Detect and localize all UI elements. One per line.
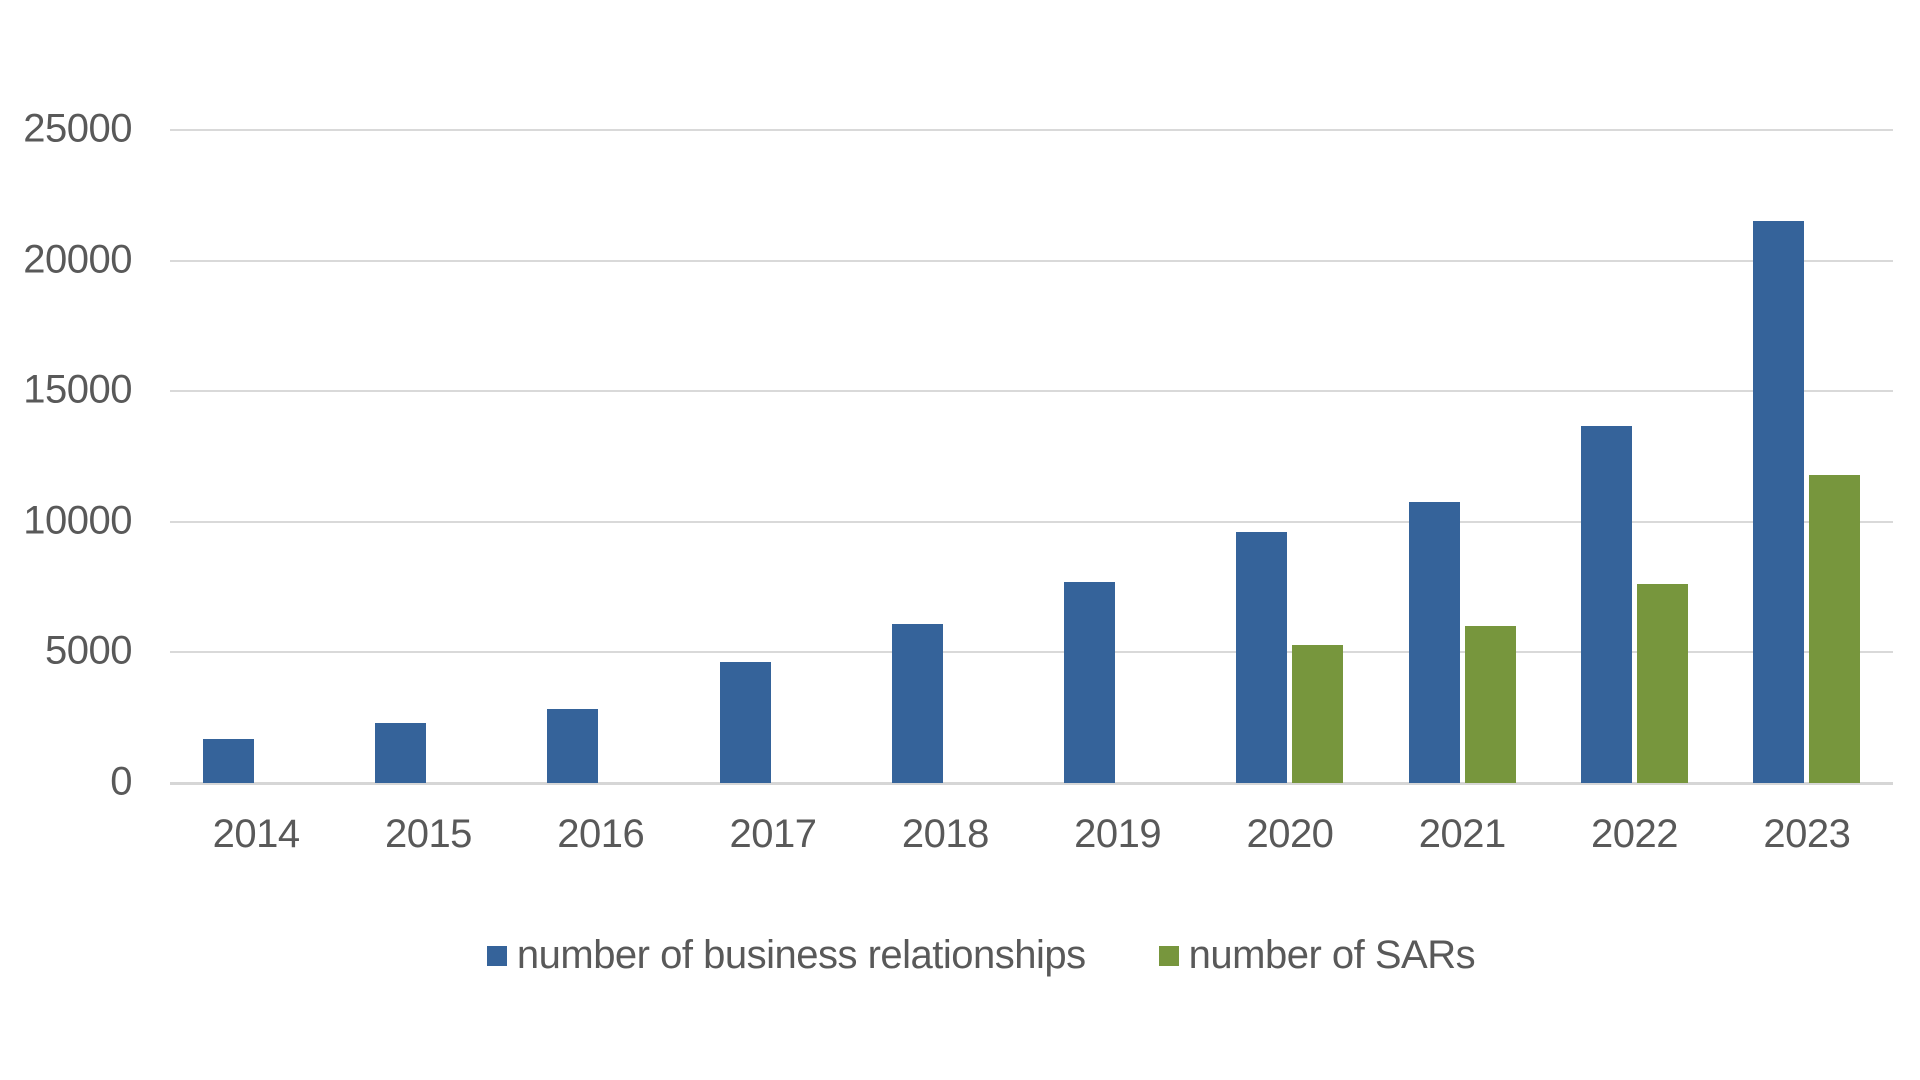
legend-swatch-business-relationships	[486, 945, 507, 966]
y-tick-label-15000: 15000	[23, 367, 132, 412]
bar-sars-2022	[1637, 584, 1689, 783]
gridline-20000	[170, 259, 1893, 262]
x-tick-label-2018: 2018	[901, 812, 989, 856]
bar-business-relationships-2019	[1064, 581, 1116, 783]
x-tick-label-2016: 2016	[557, 812, 645, 856]
bar-sars-2023	[1809, 474, 1861, 783]
x-tick-label-2022: 2022	[1591, 812, 1679, 856]
x-axis-baseline	[170, 781, 1893, 785]
y-tick-label-0: 0	[110, 759, 132, 804]
x-tick-label-2023: 2023	[1763, 812, 1851, 856]
gridline-10000	[170, 520, 1893, 523]
legend-item-business-relationships: number of business relationships	[486, 933, 1086, 978]
x-tick-label-2020: 2020	[1246, 812, 1334, 856]
y-tick-label-20000: 20000	[23, 237, 132, 282]
y-tick-label-10000: 10000	[23, 498, 132, 543]
bar-business-relationships-2015	[374, 722, 426, 783]
bar-business-relationships-2016	[547, 708, 599, 783]
legend-label-sars: number of SARs	[1188, 933, 1476, 977]
gridline-5000	[170, 651, 1893, 654]
x-tick-label-2019: 2019	[1074, 812, 1162, 856]
bar-business-relationships-2020	[1236, 532, 1288, 783]
legend: number of business relationships number o…	[21, 933, 1920, 978]
bar-business-relationships-2022	[1581, 426, 1633, 783]
legend-swatch-sars	[1158, 945, 1179, 966]
bar-sars-2021	[1464, 626, 1516, 783]
bar-business-relationships-2014	[202, 738, 254, 783]
gridline-25000	[170, 129, 1893, 131]
legend-item-sars: number of SARs	[1158, 933, 1476, 978]
bar-business-relationships-2018	[891, 623, 943, 783]
y-tick-label-25000: 25000	[23, 106, 132, 151]
bar-sars-2020	[1292, 644, 1344, 783]
y-tick-label-5000: 5000	[45, 628, 132, 673]
x-tick-label-2015: 2015	[384, 812, 472, 856]
x-tick-label-2017: 2017	[729, 812, 817, 856]
legend-label-business-relationships: number of business relationships	[516, 933, 1086, 977]
x-tick-label-2014: 2014	[212, 812, 300, 856]
x-tick-label-2021: 2021	[1418, 812, 1506, 856]
bar-business-relationships-2017	[719, 661, 771, 783]
gridline-15000	[170, 390, 1893, 393]
bar-business-relationships-2021	[1408, 502, 1460, 783]
bar-business-relationships-2023	[1753, 221, 1805, 783]
